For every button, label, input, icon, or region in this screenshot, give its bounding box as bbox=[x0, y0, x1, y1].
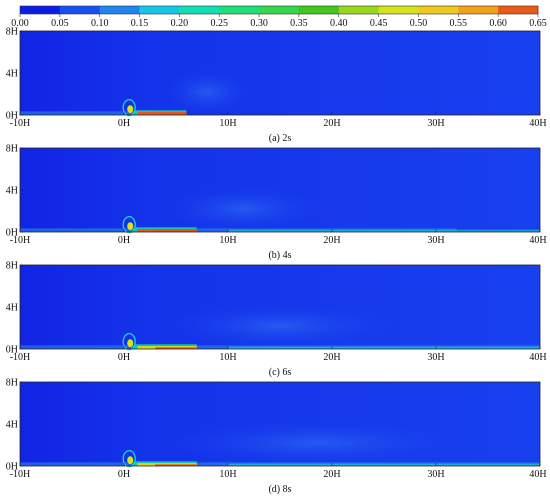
panel-caption: (a) 2s bbox=[269, 133, 292, 144]
x-tick-label: 10H bbox=[219, 469, 236, 480]
colorbar-segment bbox=[498, 6, 539, 14]
colorbar-segment bbox=[298, 6, 340, 14]
x-tick-label: 30H bbox=[427, 352, 444, 363]
vortex-core bbox=[127, 456, 134, 465]
colorbar: 0.00 0.05 0.10 0.15 0.20 0.25 0.30 0.35 0.40 0.45… bbox=[11, 5, 547, 29]
y-tick-label: 8H bbox=[6, 261, 18, 272]
y-tick-label: 4H bbox=[6, 186, 18, 197]
colorbar-segment bbox=[458, 6, 499, 14]
y-tick-label: 8H bbox=[6, 378, 18, 389]
colorbar-tick-label: 0.40 bbox=[330, 18, 348, 29]
x-tick-label: 10H bbox=[219, 235, 236, 246]
x-tick-label: 10H bbox=[219, 352, 236, 363]
y-tick-label: 4H bbox=[6, 420, 18, 431]
colorbar-segment bbox=[179, 6, 220, 14]
colorbar-frame bbox=[19, 5, 539, 15]
y-tick-label: 0H bbox=[6, 228, 18, 239]
colorbar-tick-label: 0.20 bbox=[171, 18, 189, 29]
vortex-core bbox=[127, 339, 134, 348]
colorbar-tick-label: 0.55 bbox=[450, 18, 468, 29]
vortex-ring bbox=[122, 332, 136, 351]
x-tick-label: 30H bbox=[427, 469, 444, 480]
jet-peak bbox=[155, 230, 197, 232]
wall-layer-high bbox=[228, 346, 540, 349]
x-tick-label: -10H bbox=[10, 118, 31, 129]
x-tick-label: 20H bbox=[323, 469, 340, 480]
velocity-plume bbox=[165, 69, 249, 114]
contour-field bbox=[20, 31, 540, 115]
colorbar-segment bbox=[219, 6, 260, 14]
y-tick-label: 4H bbox=[6, 303, 18, 314]
colorbar-tick-label: 0.05 bbox=[51, 18, 69, 29]
x-tick-label: 20H bbox=[323, 118, 340, 129]
vortex-ring bbox=[122, 99, 136, 117]
velocity-plume bbox=[165, 420, 468, 465]
velocity-plume bbox=[165, 303, 395, 348]
colorbar-segment bbox=[259, 6, 300, 14]
x-tick-label: 40H bbox=[529, 118, 546, 129]
colorbar-tick-label: 0.35 bbox=[290, 18, 308, 29]
vortex-core bbox=[127, 105, 134, 114]
x-tick-label: 30H bbox=[427, 235, 444, 246]
x-tick-label: 40H bbox=[529, 352, 546, 363]
y-tick-label: 0H bbox=[6, 462, 18, 473]
jet-peak bbox=[155, 347, 197, 349]
colorbar-tick-label: 0.00 bbox=[11, 18, 29, 29]
y-tick-label: 4H bbox=[6, 69, 18, 80]
x-tick-label: 10H bbox=[219, 118, 236, 129]
x-tick-label: 0H bbox=[118, 352, 130, 363]
x-tick-label: 40H bbox=[529, 469, 546, 480]
x-tick-label: 20H bbox=[323, 352, 340, 363]
vortex-ring bbox=[122, 449, 136, 468]
colorbar-tick-label: 0.50 bbox=[410, 18, 428, 29]
y-tick-label: 0H bbox=[6, 111, 18, 122]
colorbar-segment bbox=[59, 6, 100, 14]
colorbar-tick-label: 0.15 bbox=[131, 18, 149, 29]
colorbar-segment bbox=[139, 6, 180, 14]
wall-layer-high bbox=[228, 229, 540, 232]
vortex-core bbox=[127, 222, 134, 231]
y-tick-label: 0H bbox=[6, 345, 18, 356]
wall-layer-high bbox=[228, 463, 540, 466]
x-tick-label: -10H bbox=[10, 352, 31, 363]
colorbar-tick-label: 0.30 bbox=[250, 18, 268, 29]
colorbar-tick-label: 0.45 bbox=[370, 18, 388, 29]
x-tick-label: 0H bbox=[118, 469, 130, 480]
y-tick-label: 8H bbox=[6, 144, 18, 155]
jet-peak bbox=[155, 464, 197, 466]
wall-layer bbox=[20, 111, 187, 115]
colorbar-tick-label: 0.60 bbox=[489, 18, 507, 29]
colorbar-segment bbox=[418, 6, 459, 14]
colorbar-tick-label: 0.25 bbox=[210, 18, 228, 29]
x-tick-label: 0H bbox=[118, 118, 130, 129]
x-tick-label: -10H bbox=[10, 469, 31, 480]
vortex-ring bbox=[122, 215, 136, 234]
x-tick-label: 0H bbox=[118, 235, 130, 246]
panel-caption: (b) 4s bbox=[268, 250, 291, 261]
panel-caption: (d) 8s bbox=[268, 484, 291, 495]
colorbar-tick-label: 0.10 bbox=[91, 18, 109, 29]
colorbar-segment bbox=[20, 6, 61, 14]
x-tick-label: 30H bbox=[427, 118, 444, 129]
colorbar-segment bbox=[378, 6, 419, 14]
jet-peak bbox=[155, 113, 187, 115]
colorbar-segment bbox=[338, 6, 379, 14]
x-tick-label: -10H bbox=[10, 235, 31, 246]
velocity-plume bbox=[165, 186, 322, 231]
y-tick-label: 8H bbox=[6, 27, 18, 38]
x-tick-label: 20H bbox=[323, 235, 340, 246]
colorbar-tick-label: 0.65 bbox=[529, 18, 547, 29]
colorbar-segment bbox=[99, 6, 140, 14]
x-tick-label: 40H bbox=[529, 235, 546, 246]
panel-caption: (c) 6s bbox=[269, 367, 292, 378]
